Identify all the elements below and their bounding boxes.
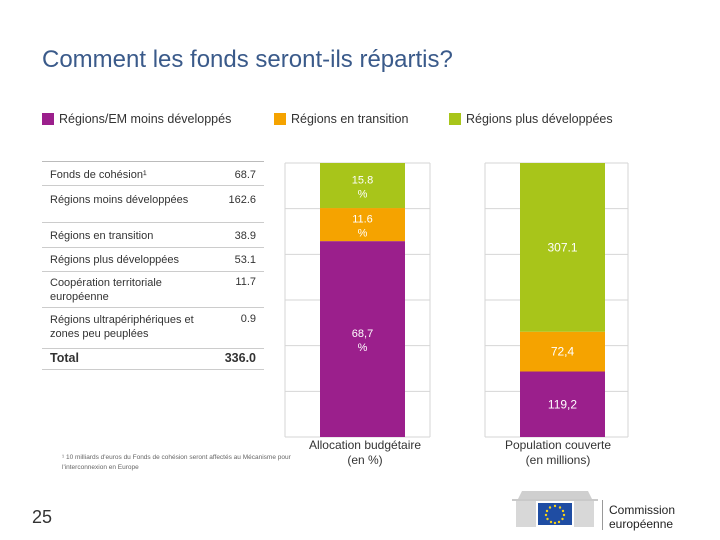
- data-label: 11.6: [352, 214, 373, 226]
- footnote: ¹ 10 milliards d'euros du Fonds de cohés…: [62, 454, 291, 471]
- bar-segment-0-1: [320, 208, 405, 242]
- row-value: 68.7: [234, 169, 256, 181]
- legend-label: Régions/EM moins développés: [59, 112, 232, 126]
- legend-item-more-developed: Régions plus développées: [449, 112, 613, 126]
- row-label: Régions moins développées: [50, 194, 189, 206]
- data-label-unit: %: [358, 228, 368, 240]
- row-label: Régions ultrapériphériques et zones peu …: [50, 314, 194, 340]
- row-label: Fonds de cohésion¹: [50, 169, 147, 181]
- data-label: 72,4: [551, 345, 575, 359]
- chart1-caption: Allocation budgétaire (en %): [280, 438, 450, 468]
- legend-item-transition: Régions en transition: [274, 112, 408, 126]
- table-row-total: Total 336.0: [42, 349, 264, 370]
- bar-segment-1-1: [520, 331, 605, 372]
- data-label: 307.1: [547, 240, 577, 254]
- bar-segment-1-0: [520, 371, 605, 437]
- row-value: 53.1: [234, 254, 256, 266]
- bar-segment-1-2: [520, 163, 605, 332]
- table-row: Régions ultrapériphériques et zones peu …: [42, 308, 264, 349]
- row-value: 0.9: [240, 313, 256, 325]
- legend-swatch-more-developed: [449, 113, 461, 125]
- page-number: 25: [32, 507, 53, 527]
- table-row: Régions plus développées 53.1: [42, 248, 264, 272]
- legend-item-less-developed: Régions/EM moins développés: [42, 112, 231, 126]
- row-value: 336.0: [224, 351, 256, 365]
- eu-commission-logo-icon: [512, 491, 598, 527]
- row-label: Régions plus développées: [50, 254, 180, 266]
- legend: Régions/EM moins développés Régions en t…: [0, 112, 720, 130]
- legend-swatch-less-developed: [42, 113, 54, 125]
- row-value: 162.6: [228, 194, 256, 206]
- logo-text: Commission européenne: [609, 503, 675, 531]
- row-value: 11.7: [235, 276, 256, 288]
- chart1-caption-line2: (en %): [347, 453, 383, 467]
- data-label: 68,7: [352, 328, 373, 340]
- chart2-caption: Population couverte (en millions): [478, 438, 638, 468]
- slide-title: Comment les fonds seront-ils répartis?: [42, 46, 453, 73]
- legend-swatch-transition: [274, 113, 286, 125]
- bar-segment-0-2: [320, 163, 405, 209]
- legend-label: Régions en transition: [291, 112, 409, 126]
- bar-segment-0-0: [320, 241, 405, 437]
- logo-text-line2: européenne: [609, 517, 674, 531]
- row-label: Total: [50, 351, 79, 365]
- logo-text-line1: Commission: [609, 503, 676, 517]
- row-value: 38.9: [234, 230, 256, 242]
- allocation-table: Fonds de cohésion¹ 68.7 Régions moins dé…: [42, 161, 264, 370]
- logo-divider: [602, 500, 603, 530]
- data-label-unit: %: [358, 342, 368, 354]
- row-label: Régions en transition: [50, 230, 154, 242]
- data-label: 119,2: [548, 397, 577, 411]
- chart2-caption-line1: Population couverte: [504, 438, 612, 452]
- data-label-unit: %: [358, 189, 368, 201]
- legend-label: Régions plus développées: [466, 112, 613, 126]
- table-row: Régions en transition 38.9: [42, 223, 264, 248]
- table-row: Régions moins développées 162.6: [42, 186, 264, 223]
- row-label: Coopération territoriale européenne: [50, 277, 162, 303]
- data-label: 15.8: [352, 175, 373, 187]
- table-row: Fonds de cohésion¹ 68.7: [42, 162, 264, 186]
- chart1-caption-line1: Allocation budgétaire: [308, 438, 422, 452]
- table-row: Coopération territoriale européenne 11.7: [42, 272, 264, 308]
- chart2-caption-line2: (en millions): [525, 453, 591, 467]
